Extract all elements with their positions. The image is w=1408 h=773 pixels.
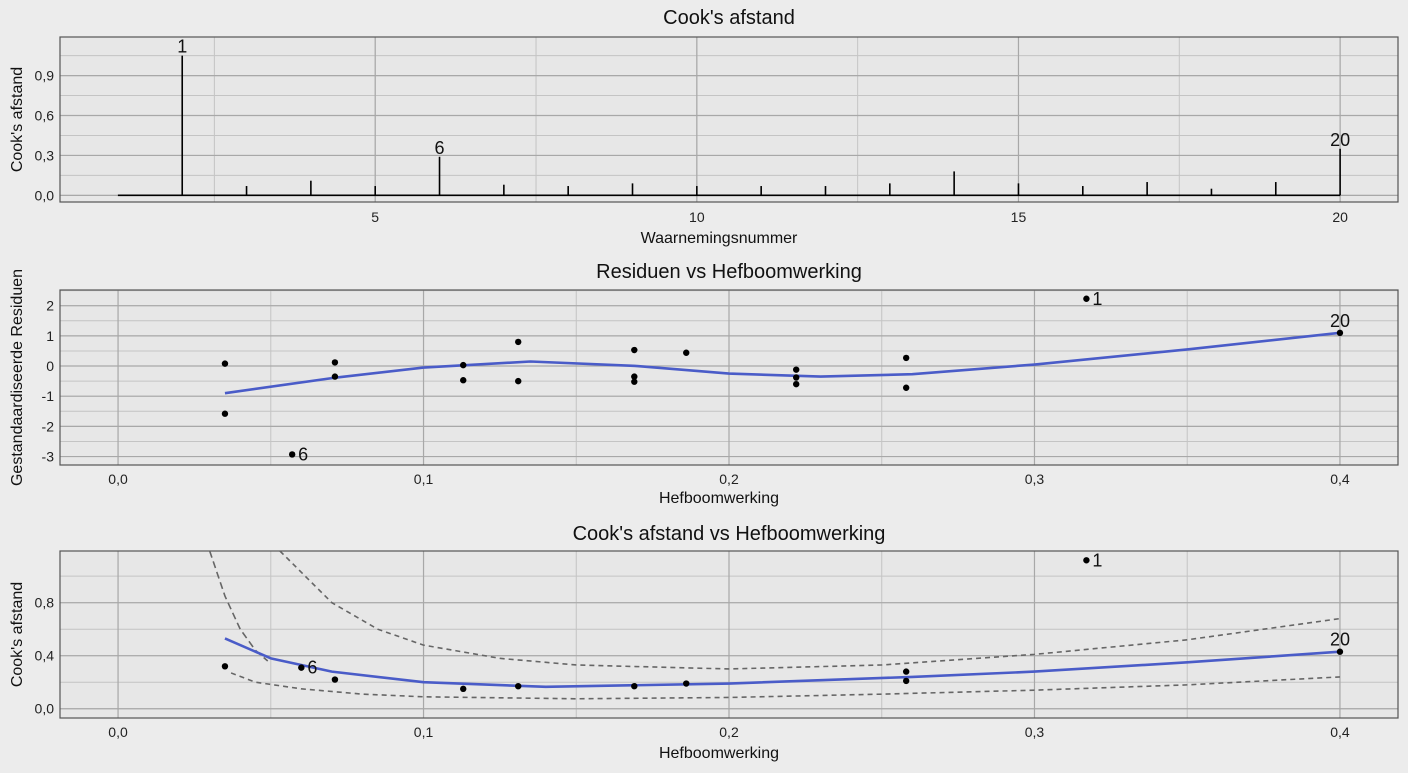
chart-title: Cook's afstand	[663, 7, 795, 29]
x-tick-label: 0,4	[1330, 724, 1350, 740]
point-label: 20	[1330, 630, 1350, 650]
y-tick-label: 0,3	[35, 147, 55, 163]
x-axis-label: Hefboomwerking	[659, 745, 779, 762]
x-tick-label: 0,2	[719, 724, 739, 740]
x-tick-label: 5	[371, 209, 379, 225]
point-label: 6	[298, 444, 308, 464]
y-tick-label: -1	[42, 388, 55, 404]
data-point	[902, 677, 910, 685]
y-tick-label: 0,6	[35, 108, 55, 124]
x-tick-label: 20	[1332, 209, 1348, 225]
y-tick-label: 0,4	[35, 648, 55, 664]
y-tick-label: -3	[42, 449, 55, 465]
point-label: 1	[1092, 289, 1102, 309]
plot-area	[60, 37, 1398, 202]
point-label: 6	[307, 658, 317, 678]
y-axis-label: Cook's afstand	[9, 582, 26, 687]
data-point	[793, 374, 800, 381]
data-point	[1083, 557, 1090, 564]
data-point	[902, 384, 910, 391]
smooth-line	[224, 331, 1341, 395]
x-tick-label: 0,1	[414, 724, 434, 740]
y-tick-label: 0	[46, 358, 54, 374]
data-point	[331, 359, 339, 366]
data-point	[631, 373, 638, 380]
y-tick-label: 0,9	[35, 68, 55, 84]
data-point	[902, 354, 910, 362]
data-point	[631, 682, 638, 690]
x-tick-label: 0,4	[1330, 471, 1350, 487]
data-point	[683, 349, 690, 356]
x-tick-label: 0,1	[414, 471, 434, 487]
data-point	[298, 664, 305, 671]
y-tick-label: 1	[46, 328, 54, 344]
x-tick-label: 0,3	[1025, 724, 1045, 740]
chart-title: Residuen vs Hefboomwerking	[596, 261, 862, 283]
x-tick-label: 0,3	[1025, 471, 1045, 487]
data-point	[1083, 295, 1090, 302]
data-point	[793, 380, 800, 388]
data-point	[460, 377, 467, 384]
y-tick-label: 0,8	[35, 595, 55, 611]
data-point	[221, 663, 229, 670]
plot-border	[59, 289, 1399, 466]
y-axis-label: Gestandaardiseerde Residuen	[9, 269, 26, 486]
point-label: 1	[177, 37, 187, 57]
point-label: 20	[1330, 130, 1350, 150]
data-point	[221, 360, 229, 367]
x-tick-label: 10	[689, 209, 705, 225]
x-tick-label: 0,2	[719, 471, 739, 487]
x-axis-label: Hefboomwerking	[659, 490, 779, 507]
data-point	[288, 451, 296, 458]
cooks-contour-line	[279, 551, 1341, 670]
x-axis-label: Waarnemingsnummer	[641, 230, 798, 247]
y-tick-label: 0,0	[35, 187, 55, 203]
y-tick-label: -2	[42, 418, 55, 434]
data-point	[631, 346, 638, 354]
plot-border	[59, 36, 1399, 203]
data-point	[331, 676, 339, 683]
data-point	[1336, 648, 1344, 655]
data-point	[1336, 329, 1344, 337]
cooks-contour-line	[230, 672, 1341, 700]
panel-1: 5 10 15 20 0,0 0,3 0,6 0,9 Cook's afstand Waarnem…	[9, 7, 1399, 247]
point-label: 20	[1330, 311, 1350, 331]
data-point	[515, 338, 522, 346]
chart-title: Cook's afstand vs Hefboomwerking	[573, 523, 886, 545]
data-point	[515, 377, 522, 385]
panel-3: 0,0 0,1 0,2 0,3 0,4 0,0 0,4 0,8 Cook's afstand v…	[9, 523, 1399, 762]
y-tick-label: 0,0	[35, 701, 55, 717]
data-point	[793, 366, 800, 373]
data-point	[331, 373, 339, 380]
point-label: 6	[435, 138, 445, 158]
data-point	[683, 680, 690, 687]
data-point	[631, 378, 638, 385]
x-tick-label: 0,0	[108, 471, 128, 487]
y-tick-label: 2	[46, 298, 54, 314]
y-axis-label: Cook's afstand	[9, 67, 26, 172]
plot-border	[59, 550, 1399, 719]
data-point	[460, 361, 467, 369]
panel-2: 0,0 0,1 0,2 0,3 0,4 -3 -2 -1 0 1 2 Residuen vs Hefb…	[9, 261, 1399, 507]
x-tick-label: 0,0	[108, 724, 128, 740]
data-point	[902, 668, 910, 675]
point-label: 1	[1092, 550, 1102, 570]
data-point	[460, 685, 467, 693]
data-point	[515, 682, 522, 690]
data-point	[221, 410, 229, 417]
x-tick-label: 15	[1011, 209, 1027, 225]
